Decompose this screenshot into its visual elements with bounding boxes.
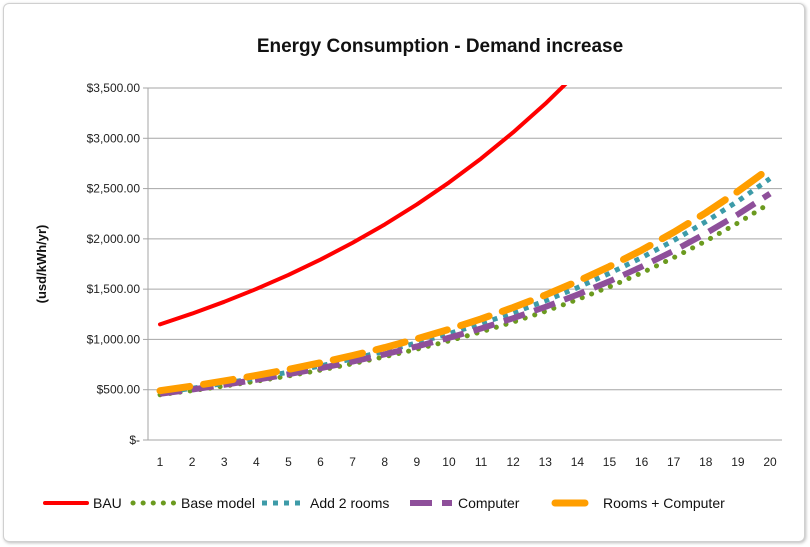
x-tick-label: 9 [413,455,420,469]
y-tick-label: $500.00 [97,383,141,397]
y-tick-label: $3,500.00 [87,81,141,95]
y-tick-label: $3,000.00 [87,131,141,145]
legend-label: Computer [458,495,520,511]
x-tick-label: 4 [253,455,260,469]
chart-title: Energy Consumption - Demand increase [257,36,623,57]
x-tick-label: 10 [442,455,456,469]
series-line-bau [158,85,568,327]
x-tick-label: 2 [189,455,196,469]
x-tick-label: 1 [157,455,164,469]
legend-label: BAU [93,495,122,511]
x-tick-label: 18 [699,455,713,469]
series-line-rooms-computer [156,164,774,395]
x-tick-label: 19 [731,455,745,469]
legend-label: Rooms + Computer [603,495,725,511]
y-tick-label: $1,000.00 [87,332,141,346]
legend-label: Base model [181,495,255,511]
series-line-add-2-rooms [159,176,772,396]
series-line-computer [159,191,772,397]
x-tick-label: 8 [381,455,388,469]
x-tick-label: 12 [506,455,520,469]
x-tick-label: 6 [317,455,324,469]
y-tick-label: $1,500.00 [87,282,141,296]
x-tick-label: 11 [475,455,488,469]
x-tick-label: 7 [349,455,356,469]
chart-frame [3,3,805,542]
x-tick-label: 17 [667,455,681,469]
x-tick-label: 5 [285,455,292,469]
y-tick-label: $2,500.00 [87,182,141,196]
y-tick-label: $2,000.00 [87,232,141,246]
x-tick-label: 3 [221,455,228,469]
x-tick-label: 20 [763,455,777,469]
y-axis-label: (usd/kWh/yr) [34,225,49,304]
x-tick-label: 14 [571,455,585,469]
x-tick-label: 13 [539,455,553,469]
legend-label: Add 2 rooms [310,495,389,511]
y-tick-label: $- [129,433,140,447]
x-tick-label: 16 [635,455,649,469]
x-tick-label: 15 [603,455,617,469]
